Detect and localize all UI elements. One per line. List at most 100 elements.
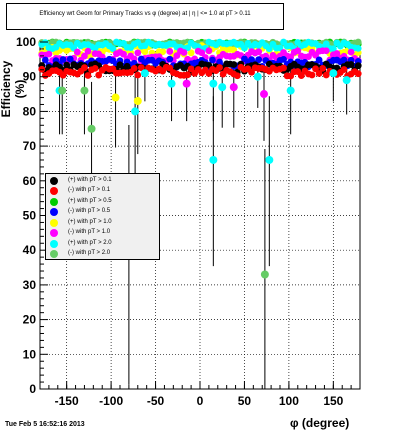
data-point — [166, 64, 174, 72]
data-point — [241, 44, 248, 52]
legend-marker — [50, 240, 58, 248]
legend-marker — [50, 250, 58, 258]
data-point-outlier — [87, 124, 96, 133]
data-point — [255, 56, 263, 64]
data-point-outlier — [286, 86, 295, 95]
data-point-outlier — [342, 76, 351, 85]
data-point — [312, 65, 319, 73]
x-tick-label: -150 — [55, 394, 79, 408]
data-point — [340, 56, 348, 64]
data-point — [180, 49, 188, 56]
legend-entry: (-) with pT > 2.0 — [46, 249, 159, 259]
data-point — [81, 52, 88, 60]
legend-label: (-) with pT > 1.0 — [68, 229, 111, 235]
data-point — [159, 48, 167, 56]
y-tick-label: 100 — [16, 35, 36, 49]
data-point — [184, 44, 191, 52]
data-point — [347, 48, 355, 56]
y-tick-label: 0 — [29, 382, 36, 396]
legend-label: (+) with pT > 0.5 — [68, 198, 112, 204]
data-point — [294, 47, 302, 55]
data-point — [134, 71, 142, 79]
data-point — [91, 64, 99, 72]
axis-ticks: -150 -100 -50 0 50 100 150 0 10 20 30 40 50 60 70 80 90 1… — [16, 35, 361, 408]
data-point-outlier — [229, 83, 238, 92]
x-tick-label: 100 — [279, 394, 299, 408]
data-point-outlier — [209, 79, 218, 88]
data-point-outlier — [253, 72, 262, 81]
legend-label: (+) with pT > 0.1 — [68, 177, 112, 183]
data-point — [280, 56, 287, 63]
chart-title-box: Efficiency wrt Geom for Primary Tracks v… — [6, 3, 284, 30]
y-tick-label: 50 — [23, 209, 37, 223]
data-point-outlier — [58, 86, 67, 95]
legend-marker — [50, 208, 58, 216]
timestamp-footer: Tue Feb 5 16:52:16 2013 — [5, 421, 85, 428]
data-point — [354, 44, 362, 52]
data-point-outlier — [111, 93, 120, 102]
y-tick-label: 30 — [23, 278, 37, 292]
y-tick-label: 70 — [23, 139, 37, 153]
data-point — [322, 47, 330, 55]
data-point — [84, 72, 92, 79]
data-point-outlier — [265, 155, 274, 164]
data-point — [130, 65, 138, 72]
data-point — [59, 56, 67, 63]
y-tick-label: 90 — [23, 70, 37, 84]
data-point — [173, 52, 181, 60]
data-point — [315, 70, 323, 77]
data-point — [109, 45, 117, 53]
legend: (+) with pT > 0.1 (-) with pT > 0.1 (+) … — [45, 173, 160, 260]
data-point-outlier — [218, 83, 227, 92]
data-point — [205, 47, 213, 55]
data-point — [81, 64, 88, 72]
x-tick-label: 50 — [238, 394, 252, 408]
legend-label: (-) with pT > 0.5 — [68, 208, 111, 214]
data-point — [209, 56, 216, 64]
y-tick-label: 10 — [23, 347, 37, 361]
data-point — [166, 48, 174, 55]
data-point-outlier — [133, 96, 142, 105]
data-point — [137, 64, 145, 72]
y-tick-label: 60 — [23, 174, 37, 188]
data-point-outlier — [260, 270, 269, 279]
data-point-outlier — [209, 155, 218, 164]
data-point — [315, 56, 323, 64]
legend-entry: (-) with pT > 1.0 — [46, 228, 159, 238]
data-point — [354, 62, 362, 70]
legend-label: (+) with pT > 1.0 — [68, 219, 112, 225]
data-point-outlier — [260, 90, 268, 99]
data-point-outlier — [131, 107, 140, 116]
y-tick-label: 80 — [23, 104, 37, 118]
legend-label: (-) with pT > 2.0 — [68, 250, 111, 256]
data-point — [66, 55, 74, 63]
data-point — [333, 50, 341, 57]
data-point — [63, 61, 71, 69]
legend-marker — [50, 229, 58, 237]
data-point — [187, 49, 195, 57]
y-tick-label: 40 — [23, 243, 37, 257]
data-point — [322, 40, 330, 48]
y-axis-label: Efficiency (%) — [0, 60, 27, 118]
data-point-outlier — [140, 69, 149, 78]
legend-entry: (-) with pT > 0.1 — [46, 186, 159, 196]
data-point — [354, 38, 362, 46]
data-point — [347, 61, 355, 68]
data-point — [276, 44, 284, 52]
data-point — [329, 45, 337, 53]
data-point — [95, 71, 103, 79]
legend-entry: (+) with pT > 0.1 — [46, 176, 159, 186]
legend-label: (+) with pT > 2.0 — [68, 240, 112, 246]
x-tick-label: -50 — [147, 394, 165, 408]
data-point — [280, 64, 287, 72]
legend-marker — [50, 219, 58, 227]
data-point — [184, 71, 191, 79]
data-point — [255, 48, 263, 56]
data-point — [354, 70, 362, 78]
y-tick-label: 20 — [23, 313, 37, 327]
legend-entry: (+) with pT > 0.5 — [46, 197, 159, 207]
data-point — [84, 47, 92, 55]
data-point — [41, 56, 49, 64]
data-point — [38, 65, 46, 73]
data-point — [41, 39, 49, 47]
